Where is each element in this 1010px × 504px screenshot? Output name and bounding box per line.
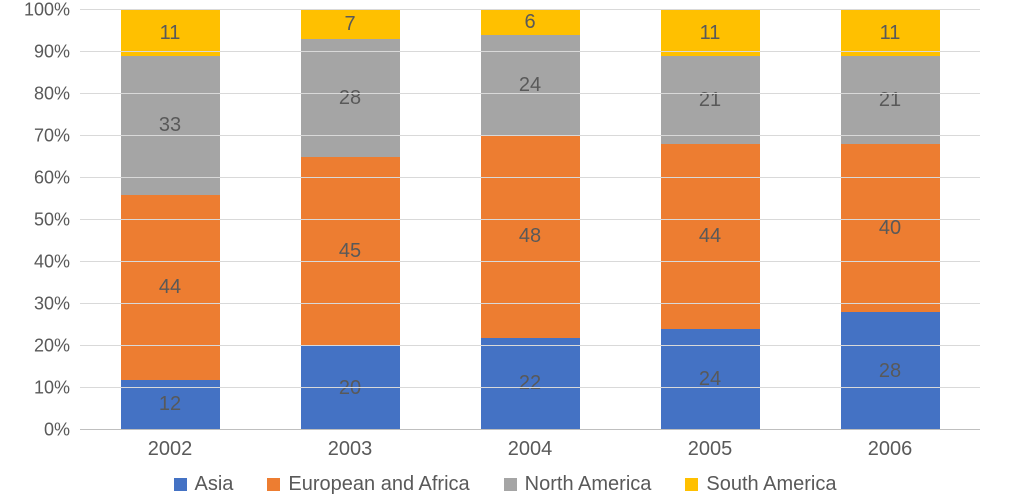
x-tick-label: 2004: [508, 430, 553, 461]
bar-column: 20 45 28 7: [301, 10, 400, 430]
segment-value-label: 44: [699, 225, 721, 248]
legend-label: European and Africa: [288, 473, 469, 496]
legend-label: South America: [706, 473, 836, 496]
bar-segment: 11: [841, 10, 940, 56]
segment-value-label: 28: [339, 87, 361, 110]
bar-column: 24442111: [661, 10, 760, 430]
x-tick-label: 2002: [148, 430, 193, 461]
legend: Asia European and Africa North America Sout…: [0, 473, 1010, 496]
bar-segment: 22: [481, 338, 580, 430]
bar-column: 2248246: [481, 10, 580, 430]
y-tick-label: 90%: [34, 42, 80, 63]
bars-layer: 12443311204528722482462444211128402111: [80, 10, 980, 430]
legend-swatch: [504, 478, 517, 491]
legend-swatch: [174, 478, 187, 491]
bar-segment: 11: [121, 10, 220, 56]
bar-segment: 6: [481, 10, 580, 35]
bar-column: 12 44 33 11: [121, 10, 220, 430]
segment-value-label: 45: [339, 240, 361, 263]
segment-value-label: 20: [339, 377, 361, 400]
bar-segment: 45: [301, 157, 400, 346]
x-tick-label: 2006: [868, 430, 913, 461]
y-tick-label: 10%: [34, 378, 80, 399]
x-tick-label: 2005: [688, 430, 733, 461]
segment-value-label: 11: [700, 22, 721, 45]
segment-value-label: 6: [524, 11, 535, 34]
x-tick-label: 2003: [328, 430, 373, 461]
legend-item: European and Africa: [267, 473, 469, 496]
gridline: [80, 93, 980, 94]
gridline: [80, 9, 980, 10]
segment-value-label: 7: [344, 13, 355, 36]
legend-label: North America: [525, 473, 652, 496]
y-tick-label: 0%: [44, 420, 80, 441]
bar-segment: 44: [121, 195, 220, 380]
y-tick-label: 60%: [34, 168, 80, 189]
bar-column: 28 40 21 11: [841, 10, 940, 430]
segment-value-label: 11: [880, 22, 901, 45]
legend-label: Asia: [195, 473, 234, 496]
bar-segment: 11: [661, 10, 760, 56]
segment-value-label: 40: [879, 217, 901, 240]
y-tick-label: 70%: [34, 126, 80, 147]
y-tick-label: 80%: [34, 84, 80, 105]
bar-segment: 21: [841, 56, 940, 144]
bar-segment: 40: [841, 144, 940, 312]
segment-value-label: 48: [519, 225, 541, 248]
gridline: [80, 387, 980, 388]
bar-segment: 48: [481, 136, 580, 338]
bar-segment: 20: [301, 346, 400, 430]
segment-value-label: 33: [159, 114, 181, 137]
gridline: [80, 51, 980, 52]
bar-segment: 33: [121, 56, 220, 195]
legend-swatch: [267, 478, 280, 491]
bar-segment: 28: [841, 312, 940, 430]
segment-value-label: 44: [159, 276, 181, 299]
segment-value-label: 22: [519, 372, 541, 395]
gridline: [80, 177, 980, 178]
bar-segment: 28: [301, 39, 400, 157]
gridline: [80, 303, 980, 304]
bar-segment: 44: [661, 144, 760, 329]
gridline: [80, 219, 980, 220]
legend-item: South America: [685, 473, 836, 496]
segment-value-label: 28: [879, 360, 901, 383]
segment-value-label: 12: [159, 393, 181, 416]
bar-segment: 7: [301, 10, 400, 39]
bar-segment: 21: [661, 56, 760, 144]
y-tick-label: 40%: [34, 252, 80, 273]
gridline: [80, 135, 980, 136]
gridline: [80, 261, 980, 262]
segment-value-label: 11: [160, 22, 181, 45]
legend-item: Asia: [174, 473, 234, 496]
legend-item: North America: [504, 473, 652, 496]
y-tick-label: 100%: [24, 0, 80, 21]
gridline: [80, 345, 980, 346]
plot-area: 12443311204528722482462444211128402111 0…: [80, 10, 980, 430]
y-tick-label: 30%: [34, 294, 80, 315]
y-tick-label: 50%: [34, 210, 80, 231]
y-tick-label: 20%: [34, 336, 80, 357]
legend-swatch: [685, 478, 698, 491]
stacked-bar-chart: 12443311204528722482462444211128402111 0…: [0, 0, 1010, 504]
